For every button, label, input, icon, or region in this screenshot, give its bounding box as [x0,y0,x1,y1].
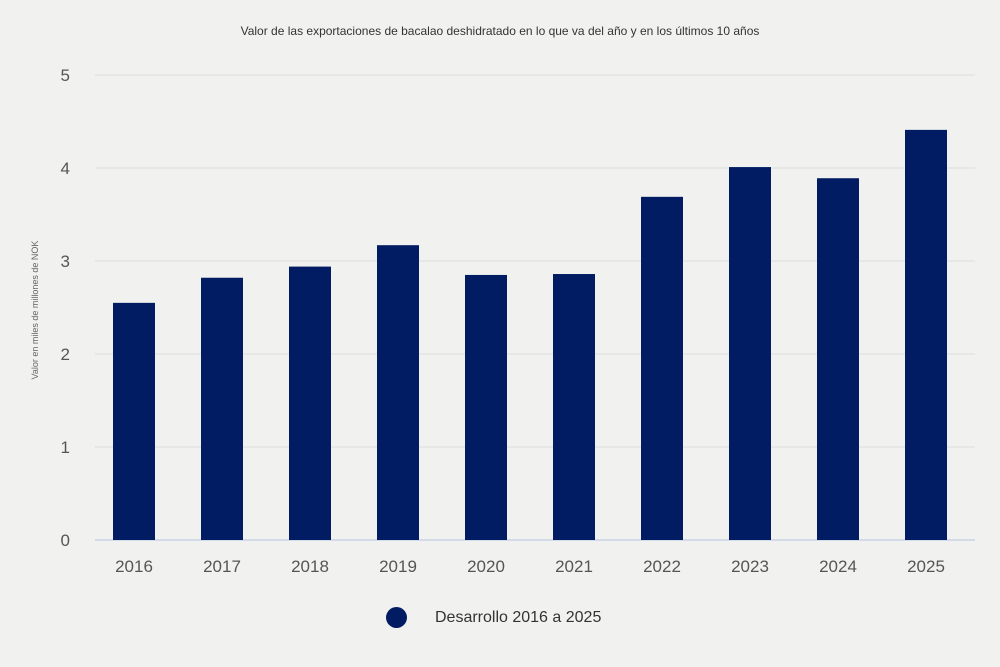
y-tick-labels: 0 1 2 3 4 5 [61,66,70,550]
legend-swatch-icon [386,607,407,628]
x-tick-label: 2018 [291,557,329,576]
x-tick-label: 2019 [379,557,417,576]
bar-2021[interactable] [553,274,595,540]
y-tick-label: 3 [61,252,70,271]
x-tick-labels: 2016 2017 2018 2019 2020 2021 2022 2023 2024 2025 [115,557,945,576]
bar-2022[interactable] [641,196,683,540]
y-tick-label: 5 [61,66,70,85]
bar-2020[interactable] [465,274,507,540]
bars [113,129,947,541]
legend-label: Desarrollo 2016 a 2025 [435,608,602,626]
bar-2023[interactable] [729,167,771,540]
x-tick-label: 2021 [555,557,593,576]
chart-title: Valor de las exportaciones de bacalao de… [240,24,760,38]
bar-2017[interactable] [201,277,243,540]
bar-2018[interactable] [289,266,331,540]
y-tick-label: 1 [61,438,70,457]
x-tick-label: 2024 [819,557,857,576]
x-tick-label: 2025 [907,557,945,576]
y-tick-label: 0 [61,531,70,550]
y-tick-label: 4 [61,159,70,178]
x-tick-label: 2017 [203,557,241,576]
bar-2016[interactable] [113,302,155,540]
y-tick-label: 2 [61,345,70,364]
bar-2019[interactable] [377,245,419,540]
x-tick-label: 2023 [731,557,769,576]
x-tick-label: 2016 [115,557,153,576]
bar-2024[interactable] [817,178,859,541]
x-tick-label: 2020 [467,557,505,576]
legend[interactable]: Desarrollo 2016 a 2025 [386,607,601,628]
x-tick-label: 2022 [643,557,681,576]
bar-2025[interactable] [905,129,947,540]
